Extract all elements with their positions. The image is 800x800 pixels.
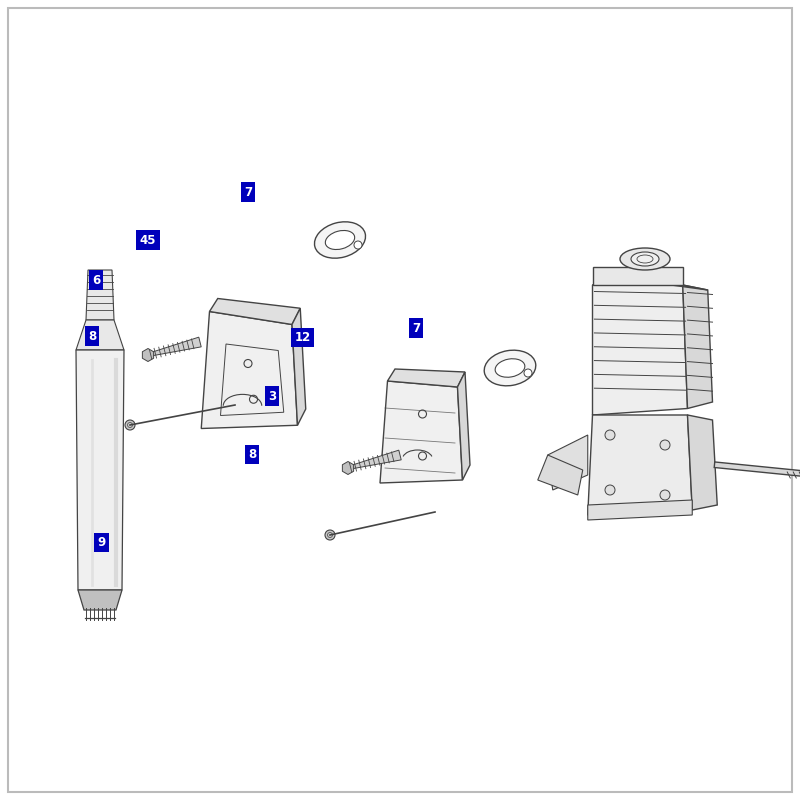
Ellipse shape	[314, 222, 366, 258]
Circle shape	[660, 440, 670, 450]
Polygon shape	[593, 285, 687, 415]
Circle shape	[660, 490, 670, 500]
Polygon shape	[682, 285, 713, 409]
Polygon shape	[78, 590, 122, 610]
Circle shape	[605, 485, 615, 495]
Ellipse shape	[326, 230, 354, 250]
Text: 6: 6	[92, 274, 100, 286]
Polygon shape	[210, 298, 300, 325]
Polygon shape	[148, 337, 202, 357]
Polygon shape	[76, 320, 124, 350]
Polygon shape	[380, 381, 462, 483]
Polygon shape	[593, 267, 682, 285]
Text: 45: 45	[140, 234, 156, 246]
Text: 8: 8	[88, 330, 96, 342]
Circle shape	[354, 241, 362, 249]
Polygon shape	[538, 455, 582, 495]
Polygon shape	[687, 415, 718, 510]
Ellipse shape	[620, 248, 670, 270]
Circle shape	[125, 420, 135, 430]
Polygon shape	[588, 415, 692, 515]
Ellipse shape	[484, 350, 536, 386]
Text: 3: 3	[268, 390, 276, 402]
Polygon shape	[588, 500, 692, 520]
Polygon shape	[86, 270, 114, 320]
Text: 12: 12	[294, 331, 310, 344]
Polygon shape	[387, 369, 465, 387]
Polygon shape	[202, 311, 298, 429]
Polygon shape	[593, 277, 708, 290]
Ellipse shape	[495, 358, 525, 378]
Text: 7: 7	[412, 322, 420, 334]
Polygon shape	[458, 372, 470, 480]
Polygon shape	[548, 435, 588, 490]
Polygon shape	[342, 462, 354, 474]
Polygon shape	[348, 450, 402, 470]
Circle shape	[325, 530, 335, 540]
Circle shape	[524, 369, 532, 377]
Ellipse shape	[631, 252, 659, 266]
Polygon shape	[292, 308, 306, 426]
Text: 8: 8	[248, 448, 256, 461]
Circle shape	[605, 430, 615, 440]
Polygon shape	[76, 350, 124, 590]
Text: 7: 7	[244, 186, 252, 198]
Text: 9: 9	[98, 536, 106, 549]
Polygon shape	[142, 349, 154, 362]
